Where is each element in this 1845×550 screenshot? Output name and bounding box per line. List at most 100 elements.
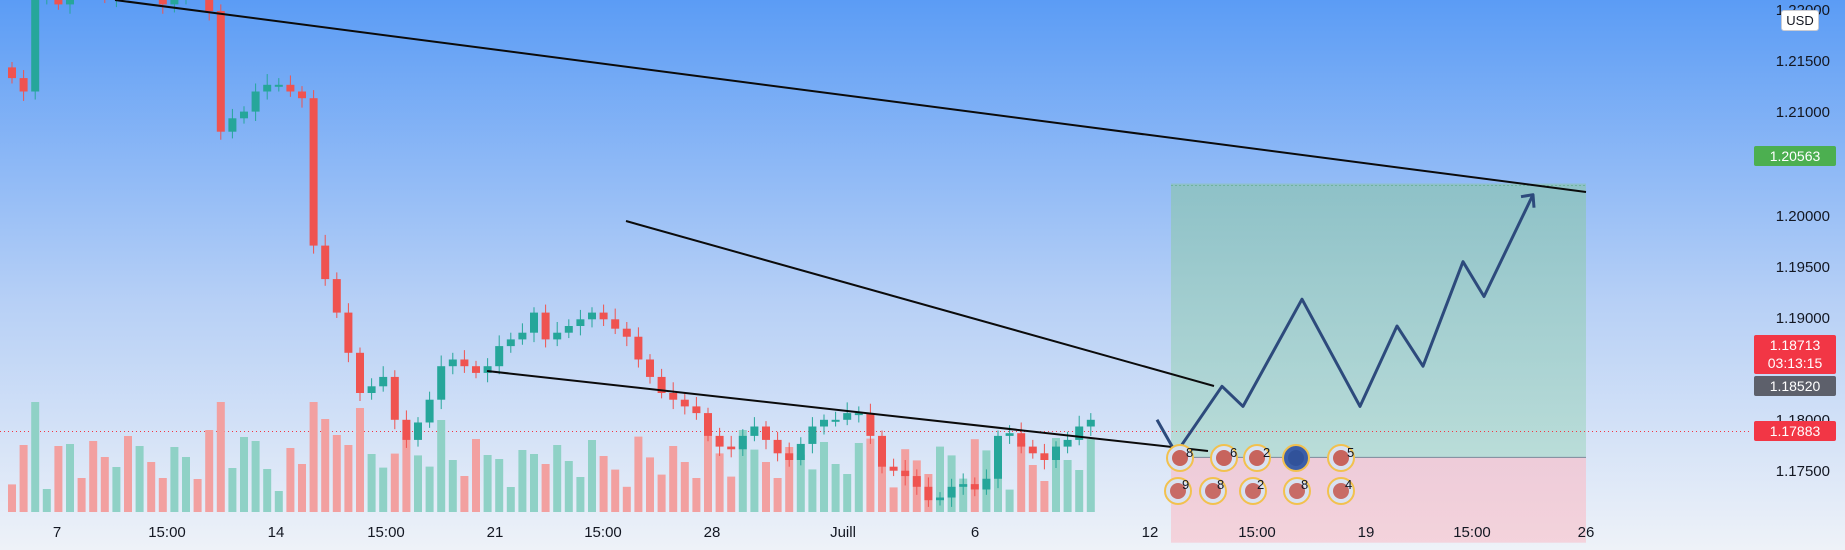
candle [402,419,411,440]
price-tick-label: 1.21000 [1776,104,1830,121]
candle [541,312,550,340]
candle [889,466,898,471]
volume-bar [251,441,260,512]
candle [831,419,840,422]
volume-bar [42,489,51,512]
volume-bar [182,457,190,512]
candle [472,366,480,373]
candle [437,366,446,400]
event-flag-center [1245,483,1261,499]
volume-bar [820,442,828,512]
volume-bar [54,446,63,512]
candle [553,332,562,340]
time-tick-label: 15:00 [148,524,186,541]
volume-bar [646,457,654,512]
time-tick-label: 12 [1142,524,1159,541]
price-tick-label: 1.19500 [1776,259,1830,276]
candle [634,336,643,360]
candle [483,366,492,373]
volume-bar [1052,438,1060,512]
time-tick-label: 15:00 [1238,524,1276,541]
volume-bar [344,445,353,512]
candle [692,406,701,414]
candle [657,376,666,393]
candle [1075,426,1084,440]
candle [495,346,504,367]
volume-bar [112,467,121,512]
candle [564,326,573,333]
volume-bar [193,479,202,512]
candle [843,413,852,420]
volume-bar [100,457,109,512]
volume-bar [66,444,74,512]
volume-bar [518,450,527,512]
candle [727,446,736,450]
stop-price-badge-bg [1754,421,1836,441]
volume-bar [1086,439,1095,512]
candle [367,386,376,393]
candle [379,376,388,387]
candle [599,312,608,320]
loss-zone [1171,457,1586,543]
current-price-badge: 1.18713 03:13:15 [1754,335,1836,374]
volume-bar [298,464,306,512]
candle [66,0,74,5]
currency-button[interactable]: USD [1781,10,1819,31]
candle [669,393,678,400]
upper-trendline [114,0,1587,193]
event-count: 6 [1230,445,1237,460]
candle [994,435,1002,479]
candle [251,91,260,112]
event-count: 9 [1182,477,1189,492]
volume-bar [158,478,167,512]
volume-bar [89,441,98,512]
economic-event-icon [1282,444,1310,472]
candle [8,67,16,79]
event-flag-center [1333,450,1349,466]
target-price-badge-bg [1754,146,1836,166]
candle [1028,446,1037,454]
economic-event-icon: 9 [1164,477,1192,505]
volume-bar [402,437,411,512]
event-count: 8 [1301,477,1308,492]
candle [1017,433,1026,447]
candle [878,435,886,467]
target-price-badge-text: 1.20563 [1770,148,1821,164]
price-tick-label: 1.19000 [1776,310,1830,327]
candle [808,426,817,444]
volume-bar [669,446,678,512]
time-tick-label: 21 [487,524,504,541]
profit-zone [1171,183,1586,458]
volume-bar [588,440,596,512]
candle [332,279,341,313]
time-tick-label: 28 [704,524,721,541]
channel-top-line [625,220,1215,387]
volume-bar [1017,443,1026,512]
volume-bar [1040,481,1049,512]
candle [228,118,237,132]
candle [425,399,434,423]
volume-bar [1063,460,1072,512]
time-tick-label: 26 [1578,524,1595,541]
volume-bar [274,491,283,512]
volume-bar [808,469,817,512]
volume-bar [553,445,562,512]
volume-bar [1028,465,1037,512]
candle [158,0,167,5]
volume-bar [472,439,480,512]
channel-bottom-line [486,370,1209,452]
volume-bar [309,402,318,512]
stop-price-badge: 1.17883 [1754,421,1836,441]
volume-bar [564,461,573,512]
projection-path [1155,194,1535,455]
candle [321,245,330,280]
candle [738,435,747,450]
time-tick-label: 19 [1358,524,1375,541]
candle [1052,446,1060,460]
event-flag-center [1288,450,1304,466]
price-tick-label: 1.21500 [1776,53,1830,70]
event-count: 8 [1186,445,1193,460]
current-price-badge-text: 03:13:15 [1768,355,1823,371]
volume-bar [332,435,341,512]
